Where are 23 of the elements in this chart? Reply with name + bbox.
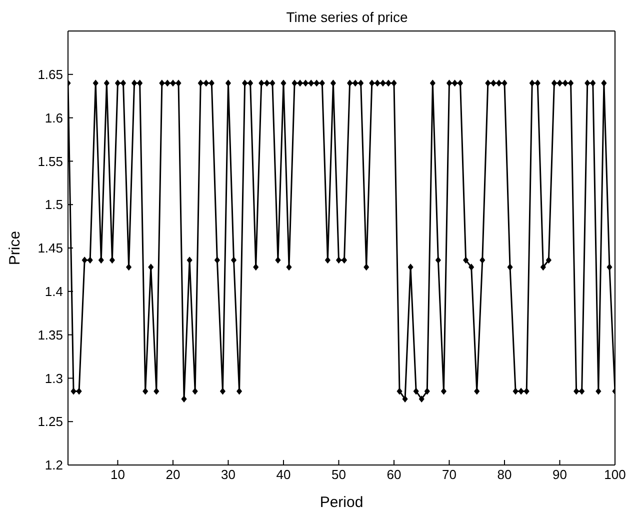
x-tick-label: 60 [386, 467, 402, 482]
x-tick-label: 10 [110, 467, 125, 482]
y-axis-title: Price [6, 230, 24, 266]
x-tick-label: 50 [332, 467, 346, 482]
y-tick-label: 1.25 [38, 414, 63, 430]
y-tick-label: 1.2 [44, 458, 63, 473]
chart-title: Time series of price [286, 9, 408, 25]
x-tick-label: 70 [442, 467, 456, 482]
x-axis-title: Period [320, 494, 364, 511]
y-tick-label: 1.55 [38, 154, 63, 169]
y-tick-label: 1.6 [44, 110, 63, 126]
y-tick-label: 1.65 [38, 67, 63, 82]
x-tick-label: 40 [276, 467, 291, 482]
x-tick-label: 100 [604, 467, 626, 482]
y-tick-label: 1.4 [44, 284, 63, 300]
x-tick-label: 20 [166, 467, 180, 482]
x-tick-label: 30 [221, 467, 236, 482]
y-tick-label: 1.45 [38, 240, 63, 256]
y-tick-label: 1.5 [44, 197, 63, 212]
y-tick-label: 1.35 [38, 327, 63, 342]
x-tick-label: 90 [552, 467, 567, 482]
y-tick-label: 1.3 [44, 370, 63, 386]
x-tick-label: 80 [497, 467, 512, 482]
